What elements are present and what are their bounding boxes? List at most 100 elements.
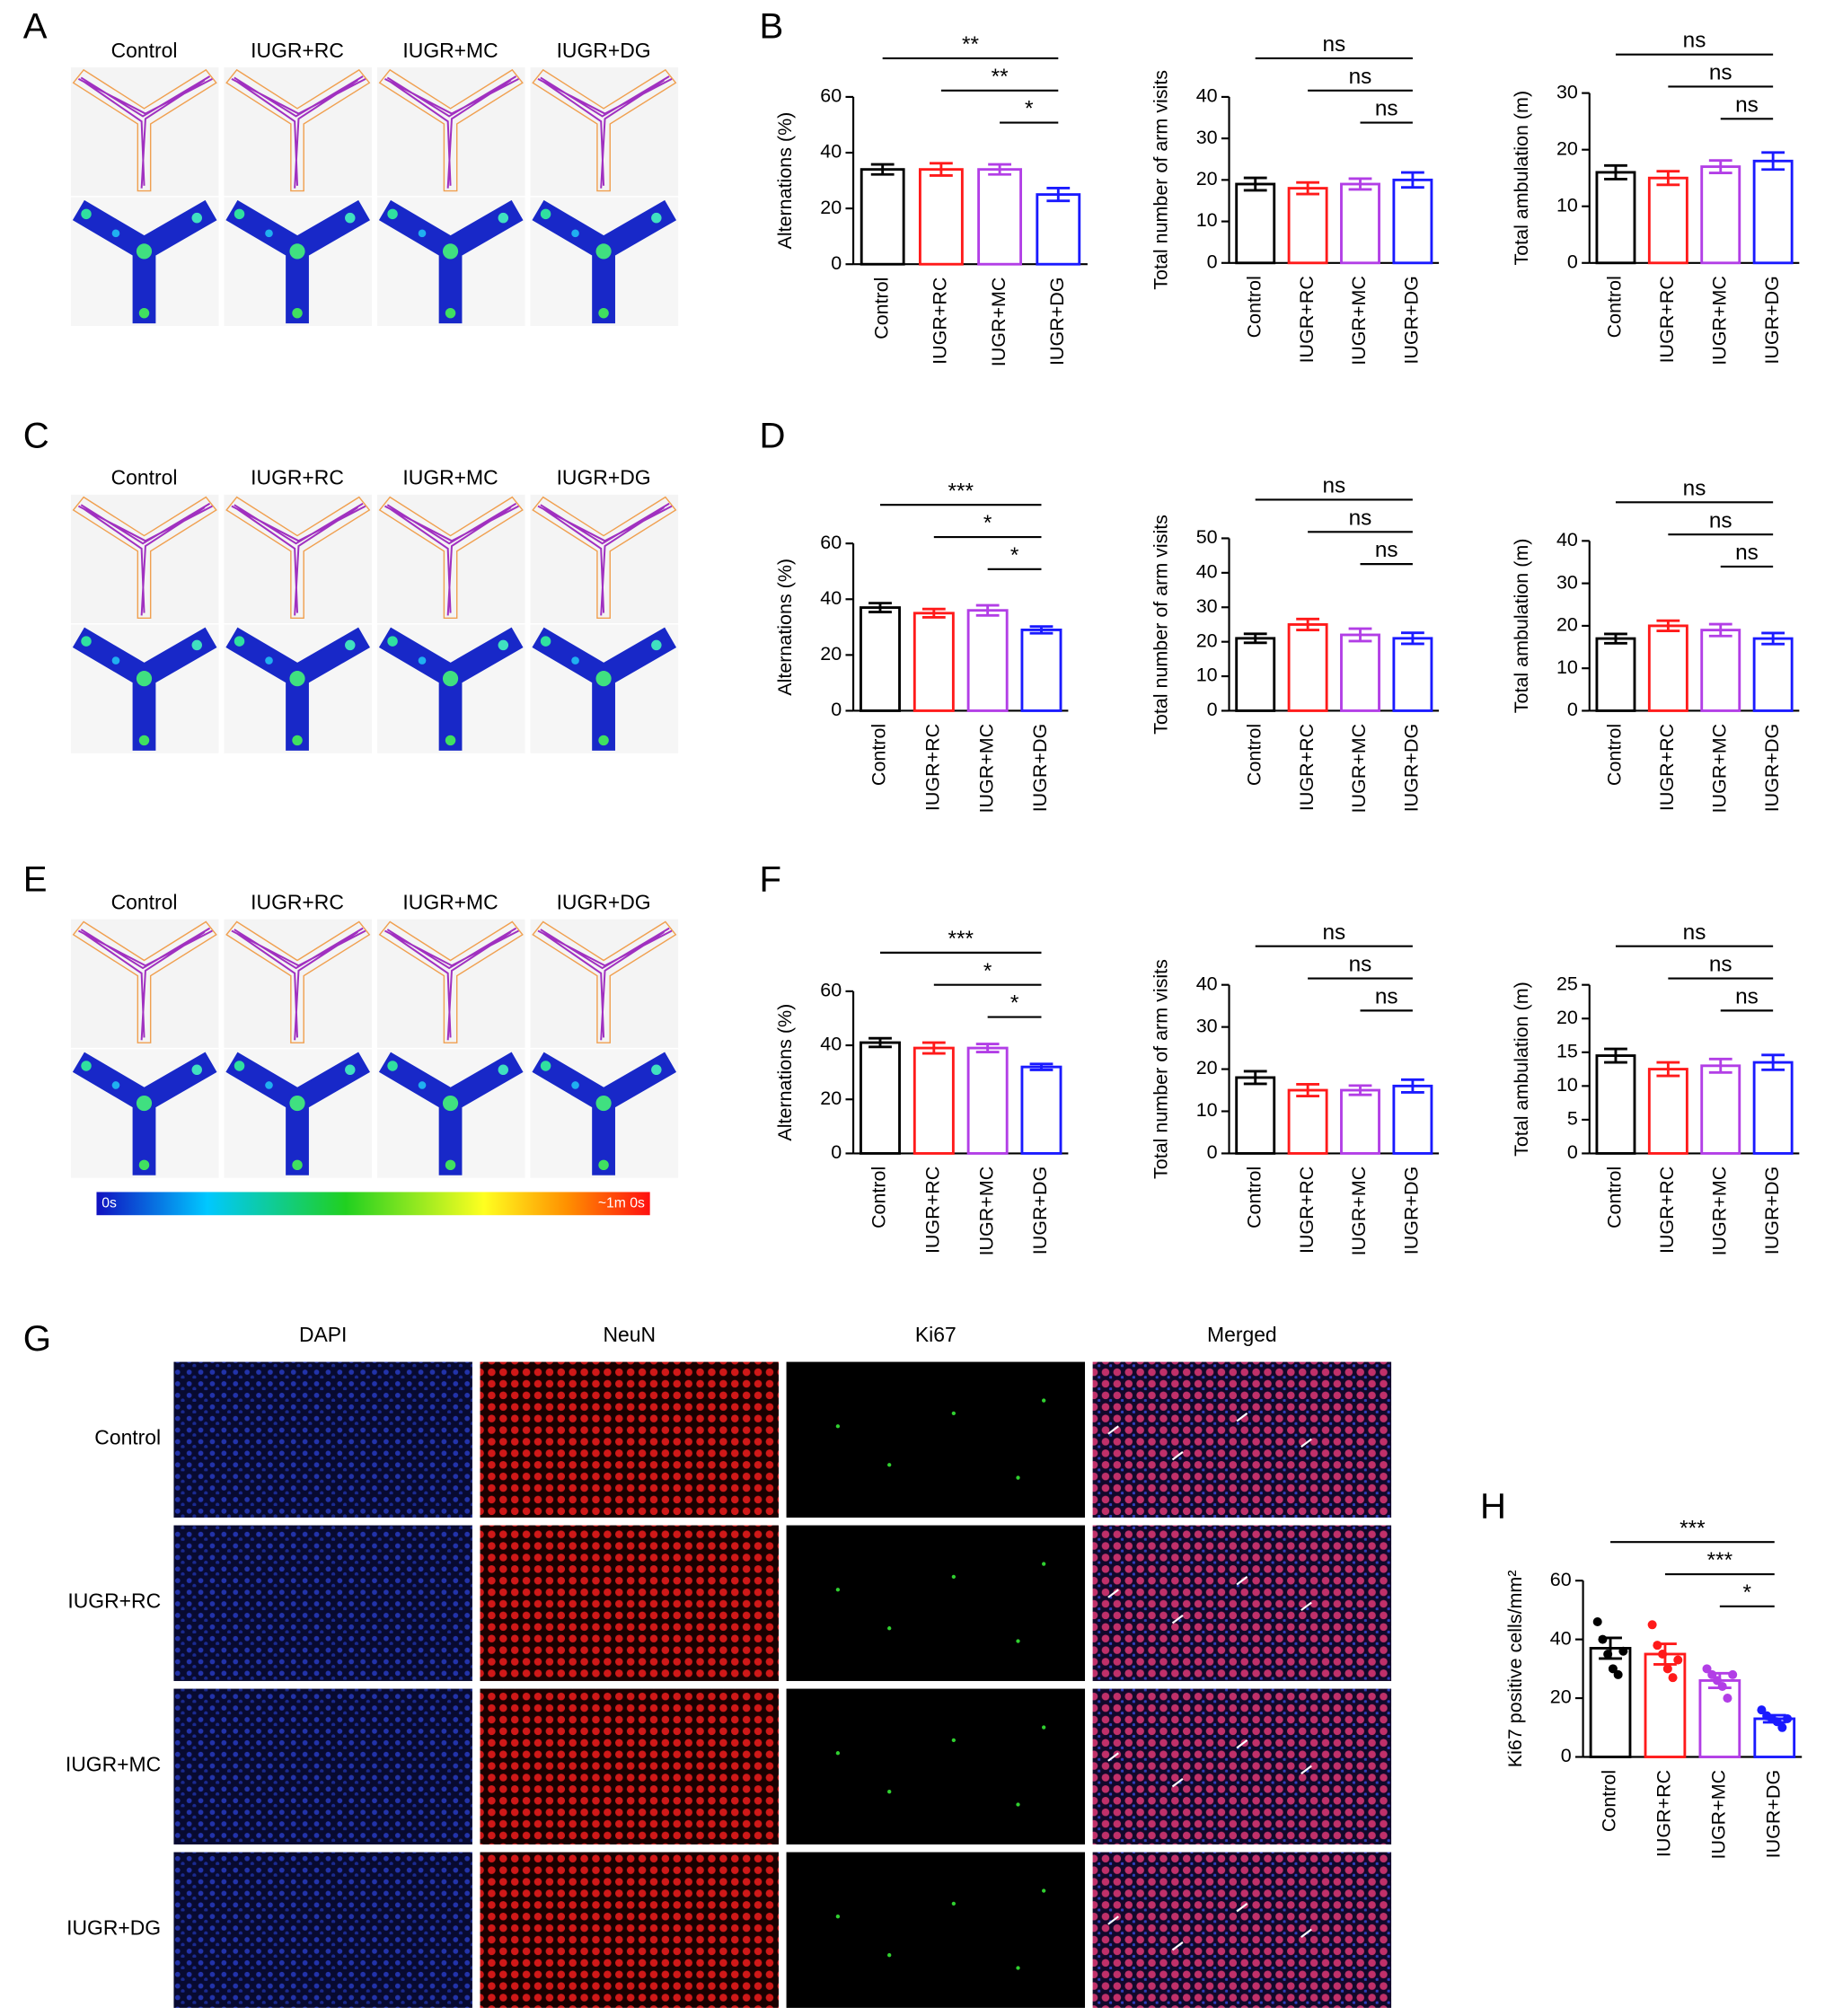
comparison-label: ns xyxy=(1322,32,1345,57)
x-tick-label: IUGR+DG xyxy=(1401,276,1423,364)
y-axis-label: Alternations (%) xyxy=(774,1004,796,1141)
comparison-label: *** xyxy=(948,927,974,951)
comparison-label: *** xyxy=(1707,1548,1733,1572)
micro-row-label: IUGR+DG xyxy=(66,1916,161,1940)
micro-image xyxy=(1092,1361,1392,1518)
bar xyxy=(1700,629,1741,712)
micro-image xyxy=(786,1852,1086,2008)
arrow xyxy=(1107,1589,1119,1598)
x-tick-label: IUGR+MC xyxy=(1348,1166,1370,1256)
bar xyxy=(1036,193,1081,266)
ki67-dot xyxy=(1042,1398,1046,1403)
x-tick-label: IUGR+MC xyxy=(1708,1166,1730,1256)
y-tick-label: 0 xyxy=(1567,1141,1578,1163)
heatmap-image xyxy=(224,624,372,753)
maze-column-title: IUGR+DG xyxy=(557,890,651,913)
micro-image xyxy=(480,1688,779,1844)
ki67-dot xyxy=(1016,1966,1020,1970)
error-bar xyxy=(1656,170,1680,187)
comparison-label: ns xyxy=(1735,92,1759,117)
y-tick-label: 10 xyxy=(1196,665,1218,686)
colorbar-start: 0s xyxy=(101,1195,117,1210)
y-tick-label: 20 xyxy=(1550,1686,1572,1708)
bar xyxy=(1700,165,1741,265)
maze-column-title: Control xyxy=(111,39,178,62)
y-tick-label: 5 xyxy=(1567,1108,1578,1130)
arrow xyxy=(1107,1915,1119,1925)
x-tick-label: Control xyxy=(868,1166,890,1228)
y-tick-label: 20 xyxy=(820,1087,842,1109)
comparison-label: * xyxy=(1010,543,1019,568)
y-tick-label: 20 xyxy=(820,643,842,665)
y-tick-label: 20 xyxy=(1556,1007,1578,1028)
ki67-dot xyxy=(1042,1562,1046,1566)
error-bar xyxy=(1656,1061,1680,1078)
micro-image xyxy=(1092,1525,1392,1681)
colorbar xyxy=(96,1192,650,1216)
x-tick-label: IUGR+MC xyxy=(1708,276,1730,365)
micro-column-title: Merged xyxy=(1207,1323,1277,1346)
arrow xyxy=(1171,1778,1184,1788)
error-bar xyxy=(1348,627,1372,643)
y-axis-label: Total ambulation (m) xyxy=(1511,91,1532,266)
bar xyxy=(1392,637,1433,712)
bar xyxy=(860,1041,901,1155)
error-bar xyxy=(868,1036,892,1049)
error-bar xyxy=(1296,617,1320,632)
error-bar xyxy=(1708,1057,1732,1074)
y-tick-label: 40 xyxy=(820,587,842,609)
panel-label: B xyxy=(759,6,783,47)
y-tick-label: 0 xyxy=(1207,699,1218,720)
ki67-dot xyxy=(887,1463,892,1467)
arrow xyxy=(1300,1928,1312,1938)
maze-column-title: IUGR+RC xyxy=(251,890,344,913)
ki67-dot xyxy=(1042,1888,1046,1893)
y-tick-label: 15 xyxy=(1556,1040,1578,1061)
micro-image xyxy=(480,1525,779,1681)
bar xyxy=(1595,1054,1636,1155)
y-axis-label: Alternations (%) xyxy=(774,559,796,696)
heatmap-image xyxy=(377,198,525,326)
error-bar xyxy=(1604,632,1627,645)
y-tick-label: 10 xyxy=(1556,194,1578,216)
bar xyxy=(966,1046,1009,1155)
micro-image xyxy=(173,1852,472,2008)
comparison-label: ns xyxy=(1375,984,1398,1008)
x-tick-label: Control xyxy=(1243,724,1265,786)
ki67-dot xyxy=(1042,1725,1046,1730)
y-tick-label: 40 xyxy=(1556,529,1578,550)
y-tick-label: 60 xyxy=(820,532,842,553)
y-tick-label: 60 xyxy=(820,980,842,1001)
x-tick-label: Control xyxy=(1243,1166,1265,1228)
y-tick-label: 20 xyxy=(1196,629,1218,651)
error-bar xyxy=(1762,1713,1786,1724)
micro-image xyxy=(1092,1688,1392,1844)
error-bar xyxy=(1029,1062,1054,1071)
panel-label: H xyxy=(1480,1486,1506,1527)
error-bar xyxy=(1348,177,1372,191)
micro-column-title: Ki67 xyxy=(915,1323,957,1346)
panel-label: A xyxy=(23,6,48,47)
bar xyxy=(1698,1679,1741,1758)
bar xyxy=(1647,1068,1688,1155)
ki67-dot xyxy=(1016,1475,1020,1480)
maze-column-title: IUGR+MC xyxy=(402,39,498,62)
bar xyxy=(1340,182,1380,265)
bar xyxy=(1647,624,1688,712)
arrow xyxy=(1107,1425,1119,1435)
y-tick-label: 40 xyxy=(1196,973,1218,994)
comparison-label: ns xyxy=(1349,953,1372,977)
trace-image xyxy=(224,919,373,1048)
x-tick-label: IUGR+DG xyxy=(1029,724,1051,812)
comparison-label: ns xyxy=(1683,476,1706,500)
panel-label: D xyxy=(759,415,785,455)
x-tick-label: Control xyxy=(1604,276,1626,338)
x-tick-label: IUGR+MC xyxy=(1348,276,1370,365)
y-tick-label: 40 xyxy=(820,141,842,163)
colorbar-end: ~1m 0s xyxy=(598,1195,645,1210)
x-tick-label: IUGR+MC xyxy=(1708,724,1730,814)
bar xyxy=(1589,1647,1632,1758)
x-tick-label: Control xyxy=(1604,1166,1626,1228)
error-bar xyxy=(929,162,953,177)
ki67-dot xyxy=(951,1738,957,1743)
